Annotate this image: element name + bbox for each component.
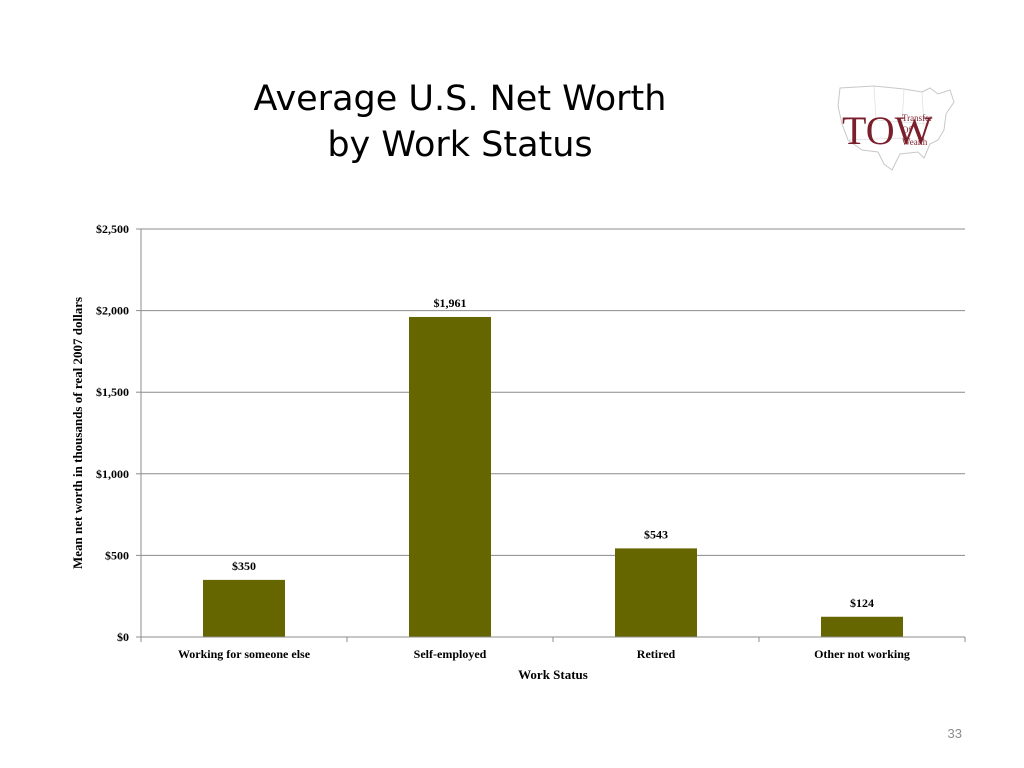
page-number: 33 bbox=[947, 726, 962, 741]
slide-title: Average U.S. Net Worth by Work Status bbox=[190, 76, 730, 168]
x-tick-label: Working for someone else bbox=[178, 647, 311, 661]
y-tick-label: $0 bbox=[117, 630, 129, 644]
y-axis-title: Mean net worth in thousands of real 2007… bbox=[70, 297, 85, 569]
y-tick-label: $1,000 bbox=[96, 467, 129, 481]
data-label: $543 bbox=[644, 527, 668, 541]
y-tick-label: $2,500 bbox=[96, 222, 129, 236]
x-axis-title: Work Status bbox=[518, 667, 588, 682]
x-tick-label: Other not working bbox=[814, 647, 910, 661]
y-tick-label: $1,500 bbox=[96, 385, 129, 399]
bar bbox=[409, 316, 491, 637]
bar bbox=[615, 548, 697, 637]
bars bbox=[203, 316, 903, 637]
y-tick-label: $500 bbox=[105, 548, 129, 562]
data-label: $1,961 bbox=[434, 296, 467, 310]
y-tick-labels: $0 $500 $1,000 $1,500 $2,000 $2,500 bbox=[96, 222, 129, 644]
x-tick-label: Self-employed bbox=[414, 647, 487, 661]
logo-line-wealth: Wealth bbox=[902, 137, 928, 147]
logo-letters: TOW bbox=[842, 108, 933, 153]
x-tick-label: Retired bbox=[637, 647, 676, 661]
gridlines bbox=[141, 228, 965, 556]
axes bbox=[136, 228, 966, 642]
slide-title-line-1: Average U.S. Net Worth bbox=[253, 79, 667, 119]
data-labels: $350 $1,961 $543 $124 bbox=[232, 296, 874, 610]
data-label: $124 bbox=[850, 596, 874, 610]
usa-map-outline-icon bbox=[837, 85, 955, 171]
y-tick-label: $2,000 bbox=[96, 304, 129, 318]
data-label: $350 bbox=[232, 559, 256, 573]
slide-title-line-2: by Work Status bbox=[327, 125, 593, 165]
bar bbox=[821, 616, 903, 637]
logo-line-transfer: Transfer bbox=[902, 113, 932, 123]
bar bbox=[203, 579, 285, 637]
logo-line-of: Of bbox=[902, 125, 912, 135]
tow-logo: TOW Transfer Of Wealth bbox=[837, 85, 955, 171]
map-state-lines bbox=[847, 85, 931, 141]
x-tick-labels: Working for someone else Self-employed Ret… bbox=[178, 647, 910, 661]
